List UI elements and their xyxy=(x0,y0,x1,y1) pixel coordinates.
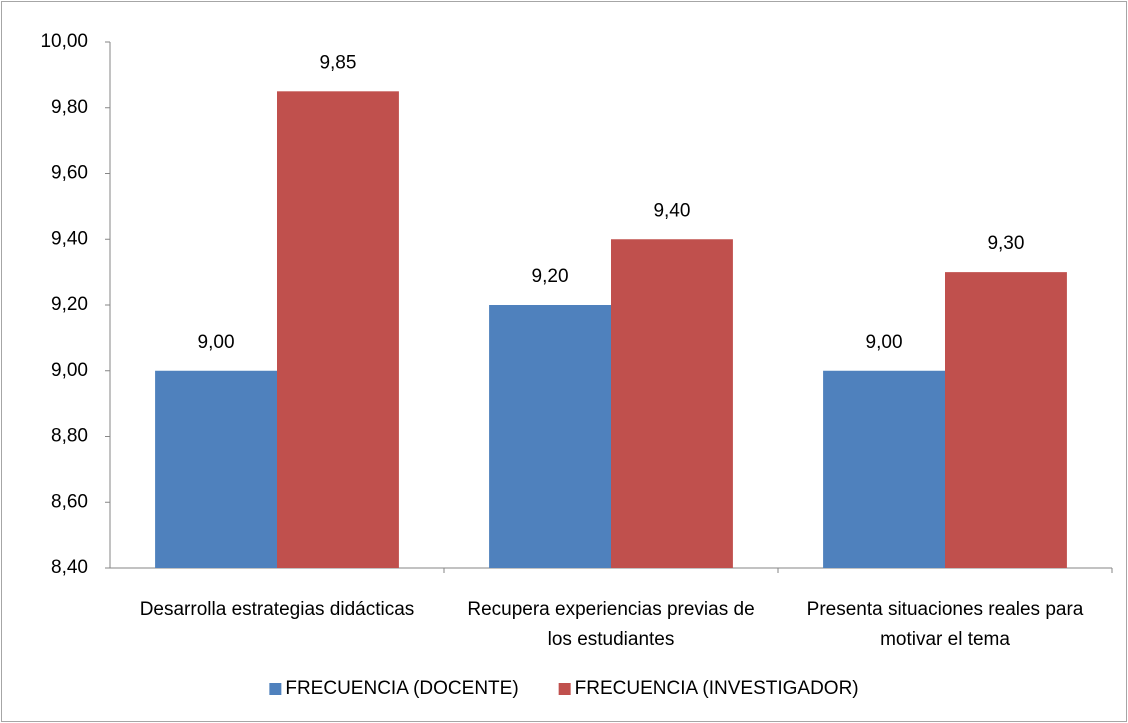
y-tick-label: 9,40 xyxy=(51,228,88,249)
value-label: 9,00 xyxy=(866,332,903,353)
x-tick-label-line: Recupera experiencias previas de xyxy=(467,599,754,620)
bar xyxy=(277,91,399,568)
x-tick-label: Presenta situaciones reales para motivar … xyxy=(807,599,1084,650)
bar xyxy=(155,370,277,568)
bar xyxy=(823,370,945,568)
legend-swatch xyxy=(558,683,571,695)
x-tick-label-line: Desarrolla estrategias didácticas xyxy=(140,599,415,620)
y-tick-label: 9,20 xyxy=(51,294,88,315)
bar xyxy=(945,272,1067,568)
y-tick-label: 9,80 xyxy=(51,97,88,118)
value-label: 9,85 xyxy=(319,52,356,73)
legend-swatch xyxy=(269,683,282,695)
value-label: 9,40 xyxy=(653,200,690,221)
y-tick-label: 10,00 xyxy=(40,31,88,52)
legend-label: FRECUENCIA (INVESTIGADOR) xyxy=(575,678,859,699)
bar xyxy=(611,239,733,568)
bar xyxy=(489,305,611,568)
value-label: 9,20 xyxy=(532,266,569,287)
value-label: 9,30 xyxy=(987,233,1024,254)
x-tick-label-line: Presenta situaciones reales para xyxy=(807,599,1084,620)
x-tick-label: Desarrolla estrategias didácticas xyxy=(140,599,415,620)
y-tick-label: 9,00 xyxy=(51,360,88,381)
y-tick-label: 8,80 xyxy=(51,426,88,447)
x-tick-label-line: motivar el tema xyxy=(880,629,1010,650)
value-label: 9,00 xyxy=(198,332,235,353)
y-tick-label: 8,60 xyxy=(51,491,88,512)
x-tick-label-line: los estudiantes xyxy=(548,629,675,650)
legend-label: FRECUENCIA (DOCENTE) xyxy=(285,678,518,699)
y-tick-label: 8,40 xyxy=(51,557,88,578)
y-tick-label: 9,60 xyxy=(51,163,88,184)
x-tick-label: Recupera experiencias previas de los estu… xyxy=(467,599,754,650)
